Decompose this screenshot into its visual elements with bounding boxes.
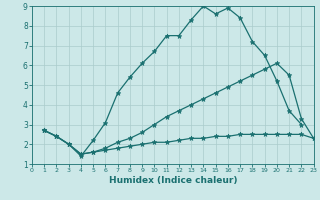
X-axis label: Humidex (Indice chaleur): Humidex (Indice chaleur)	[108, 176, 237, 185]
